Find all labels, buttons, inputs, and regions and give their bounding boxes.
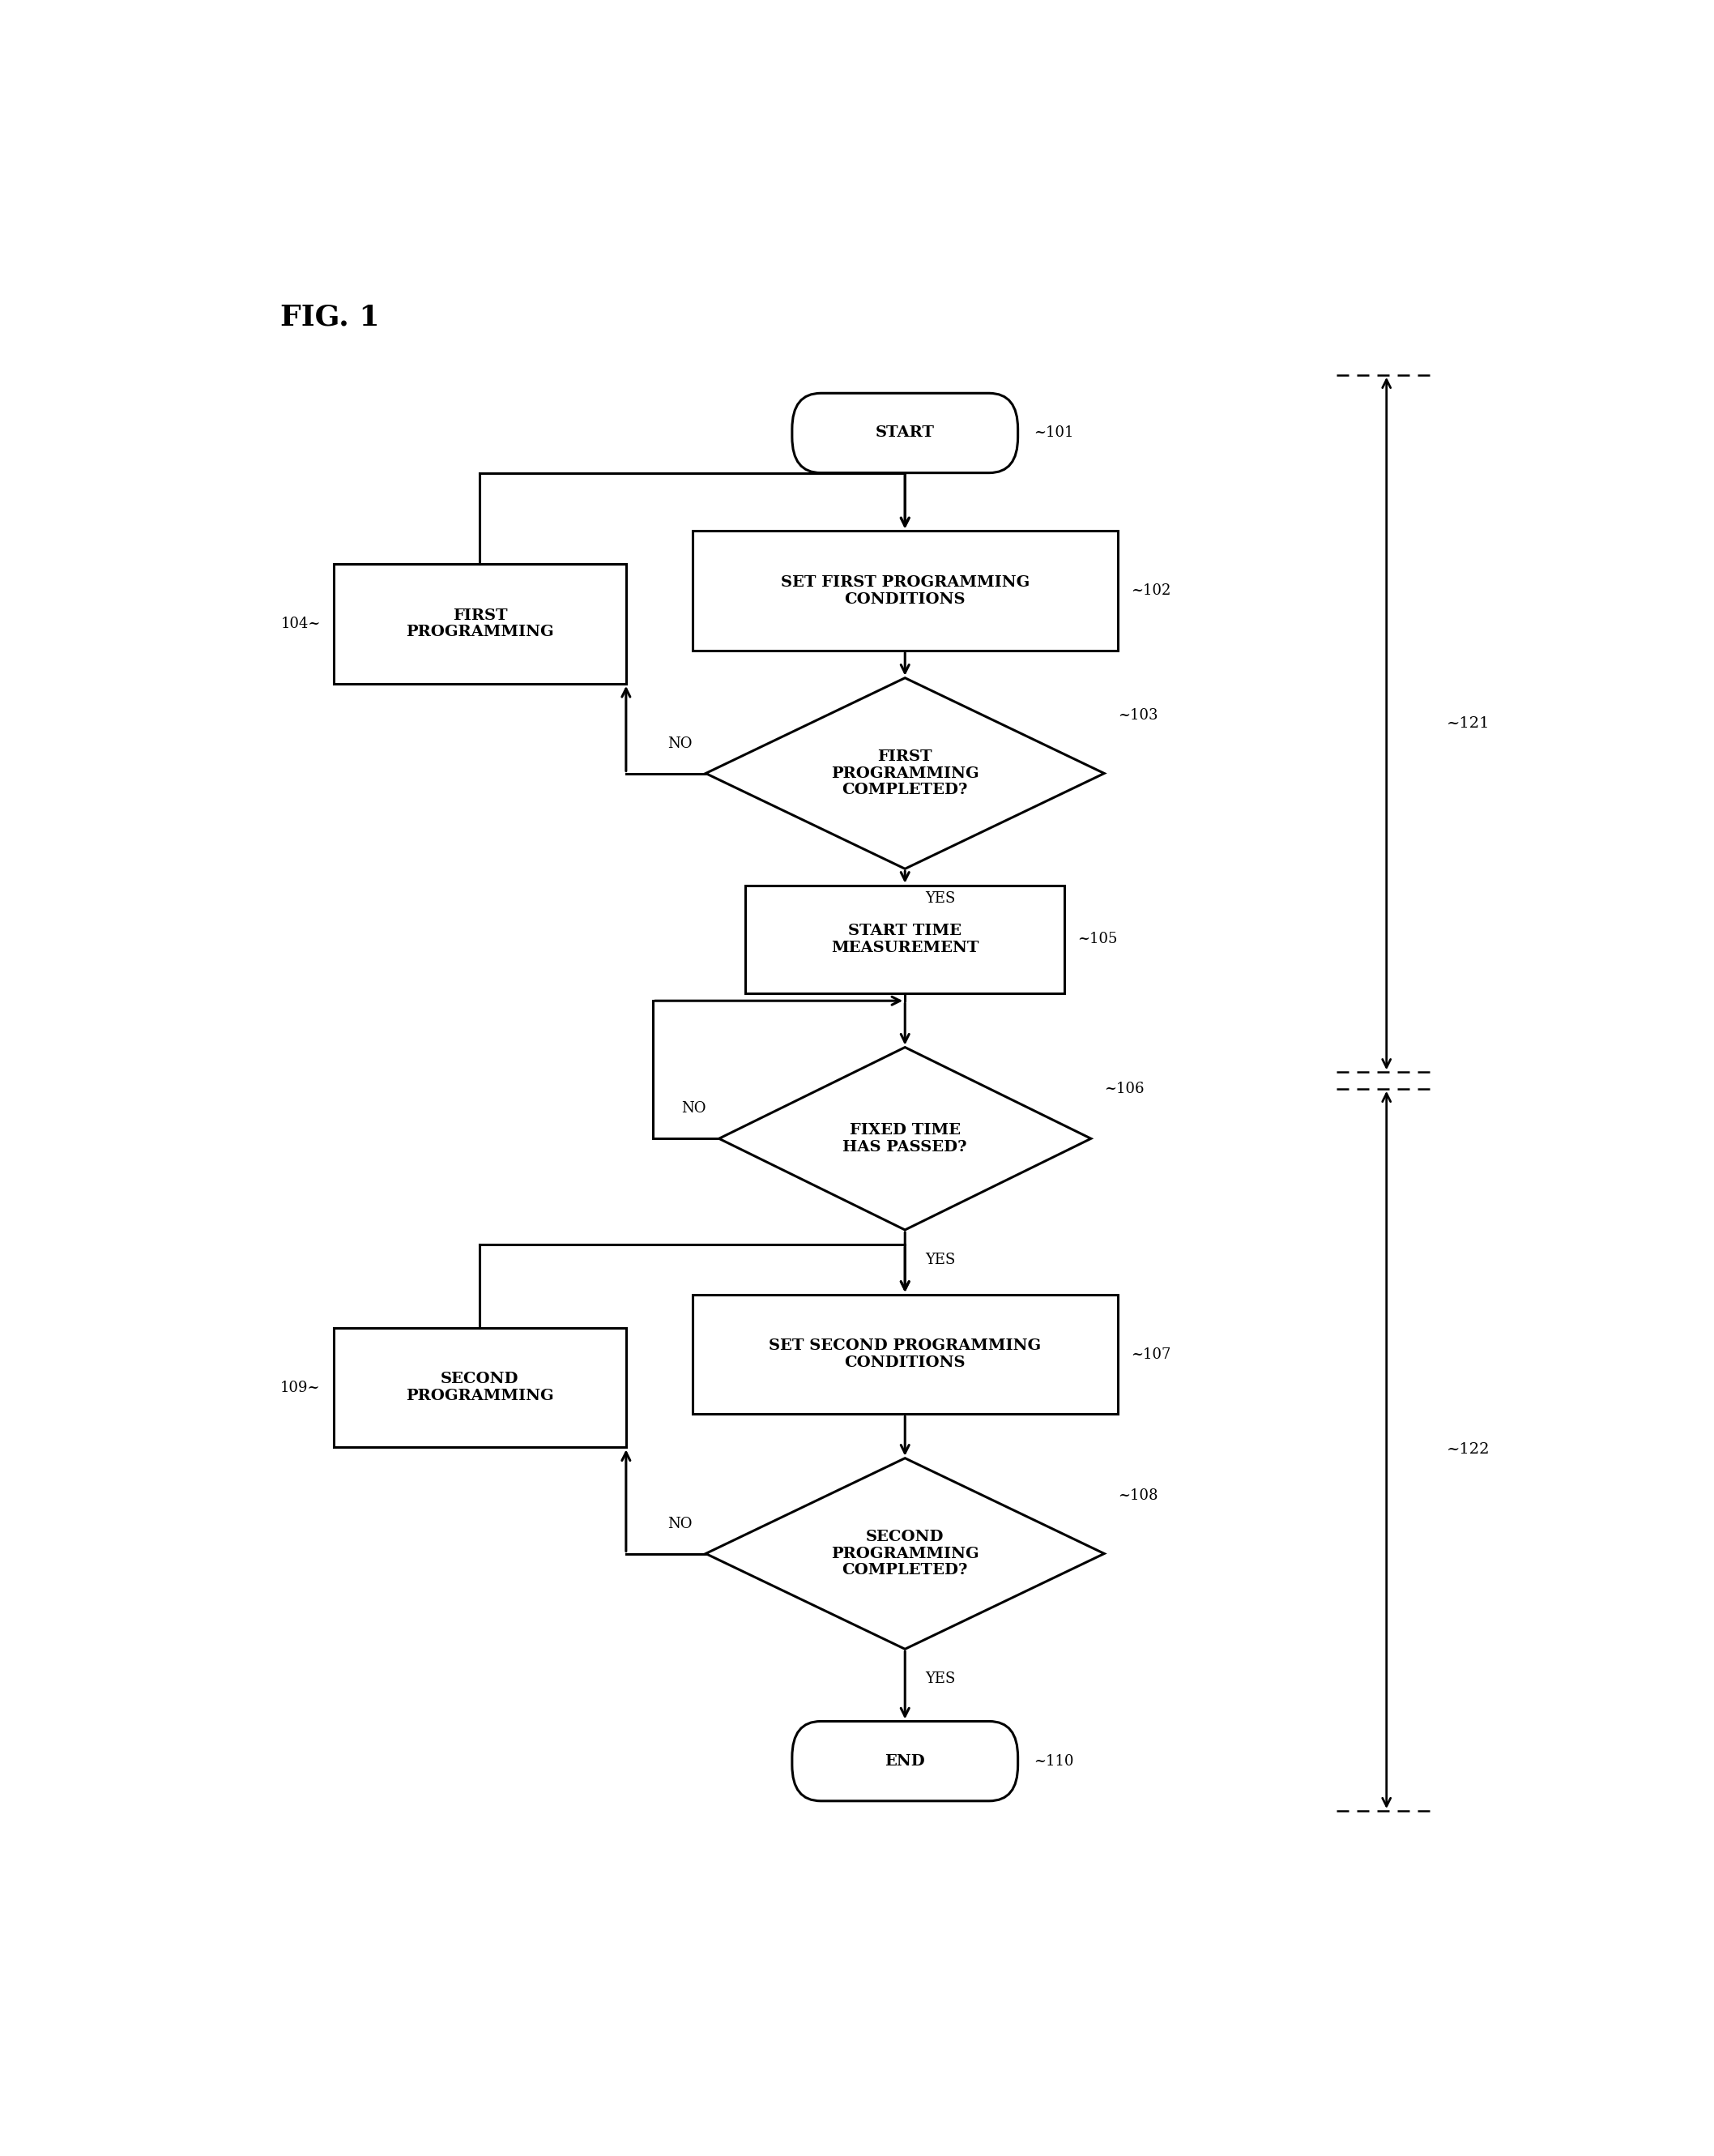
Polygon shape xyxy=(720,1048,1092,1229)
Polygon shape xyxy=(706,1457,1104,1649)
Text: SECOND
PROGRAMMING: SECOND PROGRAMMING xyxy=(406,1371,554,1404)
Polygon shape xyxy=(706,677,1104,869)
Text: ~110: ~110 xyxy=(1034,1753,1075,1768)
Text: FIXED TIME
HAS PASSED?: FIXED TIME HAS PASSED? xyxy=(843,1123,967,1153)
Text: ~106: ~106 xyxy=(1104,1082,1145,1095)
Text: START TIME
MEASUREMENT: START TIME MEASUREMENT xyxy=(831,923,979,955)
Text: FIRST
PROGRAMMING: FIRST PROGRAMMING xyxy=(406,608,554,640)
Text: 109~: 109~ xyxy=(281,1380,321,1395)
Text: SECOND
PROGRAMMING
COMPLETED?: SECOND PROGRAMMING COMPLETED? xyxy=(831,1529,979,1578)
Text: ~121: ~121 xyxy=(1447,716,1489,731)
Text: YES: YES xyxy=(926,1253,955,1268)
Text: 104~: 104~ xyxy=(281,617,321,632)
Text: ~108: ~108 xyxy=(1118,1488,1157,1503)
FancyBboxPatch shape xyxy=(792,1720,1018,1800)
Text: ~107: ~107 xyxy=(1131,1348,1171,1363)
Text: YES: YES xyxy=(926,1671,955,1686)
Bar xyxy=(334,565,626,683)
Text: NO: NO xyxy=(680,1102,706,1117)
Text: ~122: ~122 xyxy=(1447,1442,1489,1457)
Text: SET SECOND PROGRAMMING
CONDITIONS: SET SECOND PROGRAMMING CONDITIONS xyxy=(770,1339,1040,1369)
Text: ~102: ~102 xyxy=(1131,584,1171,597)
Text: NO: NO xyxy=(668,1516,692,1531)
Bar xyxy=(692,1294,1118,1414)
FancyBboxPatch shape xyxy=(792,392,1018,472)
Bar xyxy=(692,530,1118,651)
Text: YES: YES xyxy=(926,890,955,906)
Text: FIRST
PROGRAMMING
COMPLETED?: FIRST PROGRAMMING COMPLETED? xyxy=(831,750,979,798)
Text: ~103: ~103 xyxy=(1118,707,1157,722)
Text: FIG. 1: FIG. 1 xyxy=(281,304,381,330)
Bar xyxy=(334,1328,626,1447)
Text: END: END xyxy=(884,1753,926,1768)
Text: NO: NO xyxy=(668,735,692,750)
Text: START: START xyxy=(876,425,934,440)
Bar xyxy=(746,886,1064,994)
Text: SET FIRST PROGRAMMING
CONDITIONS: SET FIRST PROGRAMMING CONDITIONS xyxy=(780,576,1030,606)
Text: ~105: ~105 xyxy=(1078,931,1118,946)
Text: ~101: ~101 xyxy=(1034,425,1075,440)
